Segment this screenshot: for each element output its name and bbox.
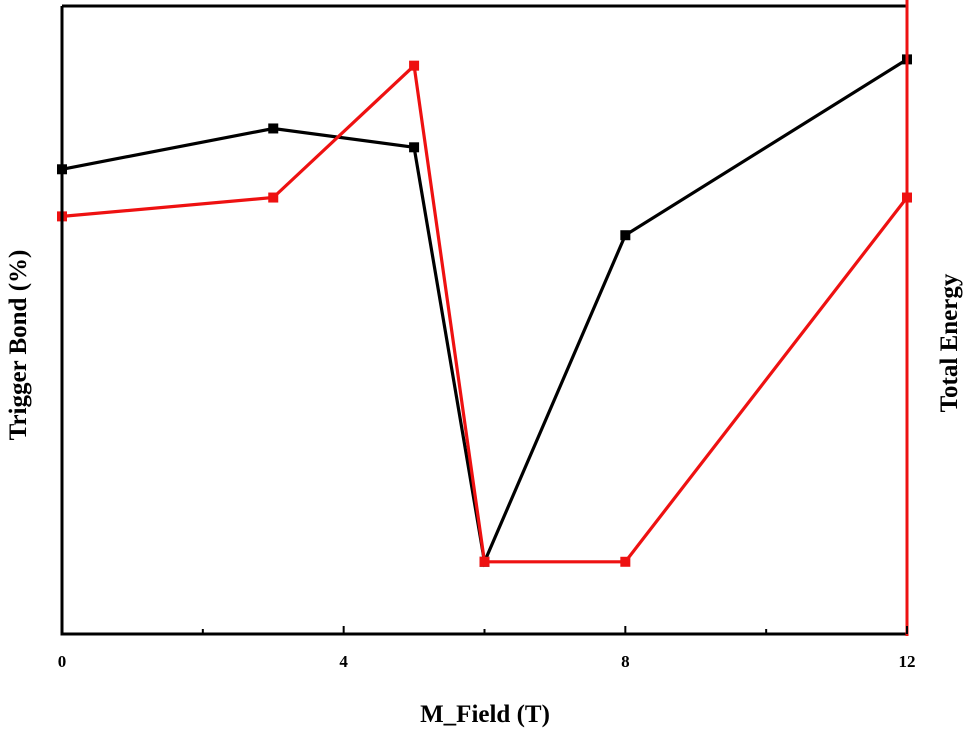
series-1-marker bbox=[620, 230, 631, 241]
axes-layer: 0 4 8 12 bbox=[58, 0, 916, 671]
series-line-1 bbox=[61, 58, 908, 568]
x-tick-label: 4 bbox=[339, 652, 348, 671]
y-axis-title: Trigger Bond (%) bbox=[5, 250, 32, 441]
series-2-marker bbox=[409, 60, 420, 71]
x-axis-title: M_Field (T) bbox=[420, 701, 550, 728]
series-1-marker bbox=[268, 123, 279, 134]
x-tick-label: 8 bbox=[621, 652, 630, 671]
series-line-2 bbox=[61, 62, 909, 564]
series-2-marker bbox=[479, 556, 490, 567]
series-2-marker bbox=[268, 192, 279, 203]
series-2-marker bbox=[620, 556, 631, 567]
x-tick-label: 0 bbox=[58, 652, 67, 671]
series-1-marker bbox=[409, 142, 420, 153]
x-tick-label: 12 bbox=[899, 652, 916, 671]
y2-axis-title: Total Energy bbox=[936, 273, 963, 412]
series-layer bbox=[57, 54, 912, 568]
